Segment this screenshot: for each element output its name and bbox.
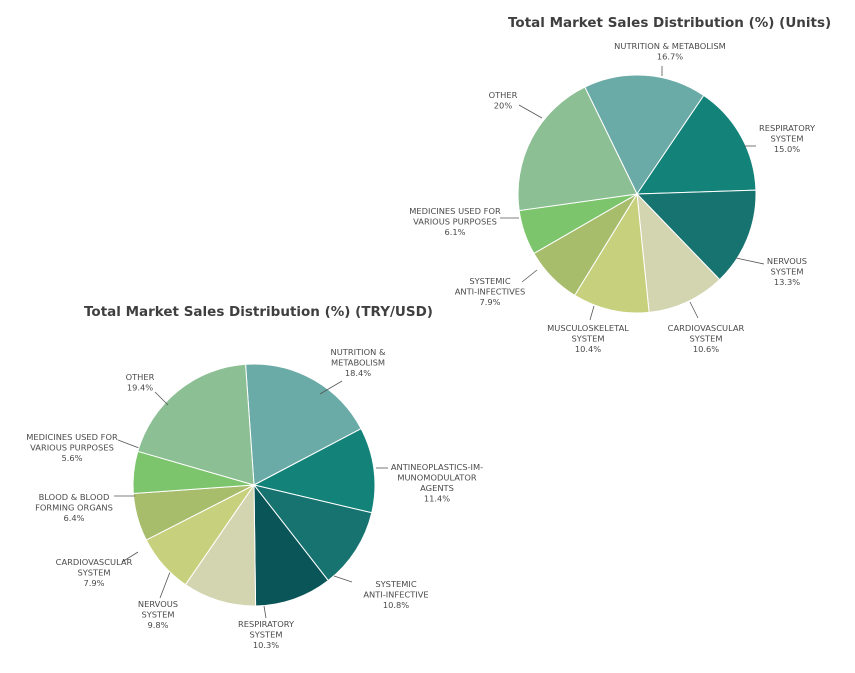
slice-value: 6.4% <box>63 513 84 523</box>
slice-label-line: OTHER <box>489 90 518 100</box>
slice-label-line: SYSTEMIC <box>469 276 511 286</box>
slice-label-line: ANTI-INFECTIVES <box>455 287 526 297</box>
leader-line <box>589 305 595 321</box>
slice-value: 18.4% <box>345 368 371 378</box>
pie-chart-0: NUTRITION & METABOLISM 16.7%RESPIRATORY SY… <box>409 41 816 354</box>
slice-label-line: SYSTEM <box>77 568 110 578</box>
slice-label-line: CARDIOVASCULAR <box>668 323 745 333</box>
leader-line <box>521 269 538 283</box>
slice-value: 10.6% <box>693 344 719 354</box>
leader-line <box>319 380 343 395</box>
slice-label: MEDICINES USED FOR VARIOUS PURPOSES 6.1% <box>409 206 501 237</box>
slice-value: 16.7% <box>657 52 683 62</box>
pie-slice <box>252 484 373 582</box>
slice-label: CARDIOVASCULAR SYSTEM 7.9% <box>56 557 133 588</box>
pie-slice <box>137 363 255 486</box>
slice-value: 7.9% <box>479 297 500 307</box>
slice-label: MUSCULOSKELETAL SYSTEM 10.4% <box>547 323 629 354</box>
slice-label-line: ANTINEOPLASTICS-IM- <box>391 462 483 472</box>
slice-label-line: SYSTEM <box>249 630 282 640</box>
chart-title-try-usd: Total Market Sales Distribution (%) (TRY… <box>84 304 433 320</box>
pie-slice <box>253 483 329 607</box>
pie-slice <box>517 86 638 212</box>
leader-line <box>121 551 139 563</box>
slice-label-line: SYSTEM <box>770 267 803 277</box>
slice-label-line: NERVOUS <box>767 256 807 266</box>
slice-label-line: CARDIOVASCULAR <box>56 557 133 567</box>
slice-label: SYSTEMIC ANTI-INFECTIVES 7.9% <box>455 276 526 307</box>
slice-label: BLOOD & BLOOD FORMING ORGANS 6.4% <box>35 492 113 523</box>
slice-label-line: SYSTEM <box>689 334 722 344</box>
slice-label-line: FORMING ORGANS <box>35 503 113 513</box>
chart-title-units: Total Market Sales Distribution (%) (Uni… <box>508 15 832 31</box>
slice-label: RESPIRATORY SYSTEM 15.0% <box>759 123 816 154</box>
leader-line <box>117 439 140 449</box>
leader-line <box>263 605 267 619</box>
slice-value: 6.1% <box>444 227 465 237</box>
slice-value: 15.0% <box>774 144 800 154</box>
slice-label: OTHER 19.4% <box>126 372 155 393</box>
slice-label-line: MEDICINES USED FOR <box>26 432 118 442</box>
slice-label-line: OTHER <box>126 372 155 382</box>
slice-label-line: SYSTEM <box>141 610 174 620</box>
slice-value: 11.4% <box>424 494 450 504</box>
slice-value: 5.6% <box>61 453 82 463</box>
slice-label-line: SYSTEMIC <box>375 579 417 589</box>
slice-value: 20% <box>494 101 513 111</box>
slice-label: RESPIRATORY SYSTEM 10.3% <box>238 619 295 650</box>
slice-label: CARDIOVASCULAR SYSTEM 10.6% <box>668 323 745 354</box>
slice-label: NUTRITION & METABOLISM 16.7% <box>614 41 726 62</box>
slice-label-line: MUSCULOSKELETAL <box>547 323 629 333</box>
slice-label-line: NERVOUS <box>138 599 178 609</box>
slice-label-line: ANTI-INFECTIVE <box>363 590 428 600</box>
slice-value: 10.4% <box>575 344 601 354</box>
slice-label-line: NUTRITION & METABOLISM <box>614 41 726 51</box>
slice-value: 9.8% <box>147 620 168 630</box>
slice-value: 13.3% <box>774 277 800 287</box>
slice-label: MEDICINES USED FOR VARIOUS PURPOSES 5.6% <box>26 432 118 463</box>
slice-label-line: NUTRITION & <box>331 347 386 357</box>
slice-label-line: RESPIRATORY <box>759 123 816 133</box>
slice-label-line: RESPIRATORY <box>238 619 295 629</box>
slice-label-line: BLOOD & BLOOD <box>39 492 110 502</box>
slice-label-line: VARIOUS PURPOSES <box>30 443 114 453</box>
slice-label: SYSTEMIC ANTI-INFECTIVE 10.8% <box>363 579 428 610</box>
slice-label: ANTINEOPLASTICS-IM-MUNOMODULATOR AGENTS 11… <box>391 462 483 504</box>
slice-label-line: AGENTS <box>420 483 454 493</box>
slice-label: NERVOUS SYSTEM 13.3% <box>767 256 807 287</box>
slice-label-line: VARIOUS PURPOSES <box>413 217 497 227</box>
slice-label: NUTRITION & METABOLISM 18.4% <box>331 347 386 378</box>
pie-slice <box>636 192 721 313</box>
leader-line <box>518 104 543 119</box>
slice-value: 19.4% <box>127 383 153 393</box>
leader-line <box>154 391 169 406</box>
slice-label-line: METABOLISM <box>331 358 385 368</box>
slice-label-line: SYSTEM <box>571 334 604 344</box>
pie-slice <box>636 94 757 195</box>
slice-label-line: MUNOMODULATOR <box>397 473 477 483</box>
leader-line <box>735 257 765 265</box>
pie-slice <box>635 189 757 281</box>
slice-value: 7.9% <box>83 578 104 588</box>
slice-label: NERVOUS SYSTEM 9.8% <box>138 599 178 630</box>
slice-label-line: SYSTEM <box>770 134 803 144</box>
pie-slice <box>584 74 705 195</box>
pie-slice <box>184 483 257 607</box>
pie-slice <box>245 363 362 486</box>
leader-line <box>159 571 171 599</box>
leader-line <box>689 301 699 319</box>
slice-value: 10.8% <box>383 600 409 610</box>
slice-label: OTHER 20% <box>489 90 518 111</box>
slice-label-line: MEDICINES USED FOR <box>409 206 501 216</box>
pie-slice <box>573 192 650 314</box>
leader-line <box>333 575 353 583</box>
slice-value: 10.3% <box>253 640 279 650</box>
pie-chart-1: NUTRITION & METABOLISM 18.4% ANTINEOPLASTIC… <box>26 347 483 650</box>
